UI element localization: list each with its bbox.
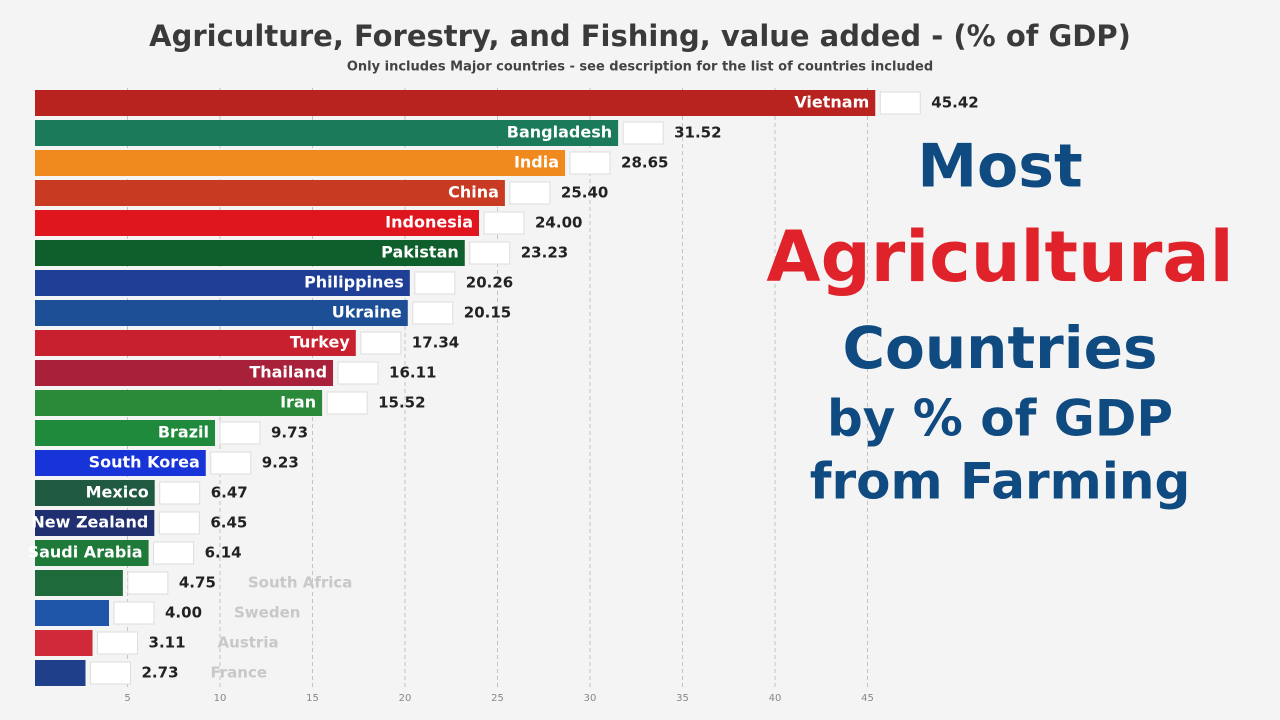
x-tick-label: 40 bbox=[769, 693, 782, 704]
value-label: 24.00 bbox=[535, 214, 582, 232]
chart-title: Agriculture, Forestry, and Fishing, valu… bbox=[149, 19, 1131, 53]
bar-label: France bbox=[211, 664, 268, 682]
flag bbox=[509, 181, 551, 205]
bar bbox=[35, 330, 356, 356]
bar bbox=[35, 270, 410, 296]
value-label: 6.47 bbox=[211, 484, 248, 502]
bar-label: Turkey bbox=[290, 333, 351, 352]
bar bbox=[35, 450, 206, 476]
headline: from Farming bbox=[810, 453, 1191, 511]
flag bbox=[159, 481, 201, 505]
value-label: 20.15 bbox=[464, 304, 511, 322]
value-label: 31.52 bbox=[674, 124, 721, 142]
flag bbox=[360, 331, 402, 355]
flag bbox=[622, 121, 664, 145]
value-label: 17.34 bbox=[412, 334, 459, 352]
x-tick-label: 20 bbox=[399, 693, 412, 704]
bar-label: Sweden bbox=[234, 604, 300, 622]
value-label: 6.45 bbox=[210, 514, 247, 532]
flag bbox=[483, 211, 525, 235]
value-label: 16.11 bbox=[389, 364, 436, 382]
flag bbox=[879, 91, 921, 115]
headline: Countries bbox=[842, 314, 1157, 382]
bar-label: India bbox=[514, 153, 559, 172]
bar-label: Iran bbox=[280, 393, 316, 412]
chart-subtitle: Only includes Major countries - see desc… bbox=[347, 60, 933, 75]
bar bbox=[35, 180, 505, 206]
value-label: 3.11 bbox=[149, 634, 186, 652]
bar bbox=[35, 570, 123, 596]
flag bbox=[113, 601, 155, 625]
bar bbox=[35, 660, 86, 686]
value-label: 23.23 bbox=[521, 244, 568, 262]
value-label: 20.26 bbox=[466, 274, 513, 292]
bar-label: Philippines bbox=[304, 273, 404, 292]
bar-label: Austria bbox=[218, 634, 279, 652]
value-label: 45.42 bbox=[931, 94, 978, 112]
flag bbox=[127, 571, 169, 595]
x-tick-label: 35 bbox=[676, 693, 689, 704]
value-label: 2.73 bbox=[142, 664, 179, 682]
bar-label: South Africa bbox=[248, 574, 353, 592]
flag bbox=[219, 421, 261, 445]
value-label: 9.23 bbox=[262, 454, 299, 472]
bar bbox=[35, 300, 408, 326]
x-tick-label: 25 bbox=[491, 693, 504, 704]
flag bbox=[326, 391, 368, 415]
flag bbox=[469, 241, 511, 265]
bar-label: Indonesia bbox=[385, 213, 473, 232]
bar-label: New Zealand bbox=[31, 513, 148, 532]
bar-label: Brazil bbox=[158, 423, 209, 442]
bar bbox=[35, 540, 149, 566]
flag bbox=[337, 361, 379, 385]
bar-label: Pakistan bbox=[381, 243, 459, 262]
headline: Agricultural bbox=[766, 216, 1233, 298]
bar bbox=[35, 510, 155, 536]
value-label: 4.75 bbox=[179, 574, 216, 592]
flag bbox=[90, 661, 132, 685]
bar-label: Saudi Arabia bbox=[28, 543, 143, 562]
value-label: 25.40 bbox=[561, 184, 608, 202]
flag bbox=[158, 511, 200, 535]
flag bbox=[210, 451, 252, 475]
x-tick-label: 5 bbox=[124, 693, 130, 704]
x-tick-label: 10 bbox=[214, 693, 227, 704]
headline: by % of GDP bbox=[827, 390, 1173, 448]
bar bbox=[35, 150, 566, 176]
bar bbox=[35, 630, 93, 656]
bar bbox=[35, 600, 109, 626]
value-label: 4.00 bbox=[165, 604, 202, 622]
flag bbox=[412, 301, 454, 325]
bar bbox=[35, 210, 479, 236]
bar bbox=[35, 480, 155, 506]
bar-label: Thailand bbox=[249, 363, 327, 382]
bar bbox=[35, 240, 465, 266]
bar bbox=[35, 90, 876, 116]
bar-label: Ukraine bbox=[332, 303, 402, 322]
x-tick-label: 30 bbox=[584, 693, 597, 704]
headline: Most bbox=[917, 132, 1082, 202]
value-label: 28.65 bbox=[621, 154, 668, 172]
bar bbox=[35, 420, 216, 446]
bar bbox=[35, 120, 619, 146]
bar-label: South Korea bbox=[89, 453, 200, 472]
bar bbox=[35, 360, 334, 386]
value-label: 6.14 bbox=[205, 544, 242, 562]
flag bbox=[97, 631, 139, 655]
bar-label: Mexico bbox=[86, 483, 149, 502]
flag bbox=[569, 151, 611, 175]
bar-label: Vietnam bbox=[794, 93, 869, 112]
bar bbox=[35, 390, 323, 416]
bar-label: Bangladesh bbox=[507, 123, 612, 142]
x-tick-label: 45 bbox=[861, 693, 874, 704]
flag bbox=[414, 271, 456, 295]
flag bbox=[153, 541, 195, 565]
bar-label: China bbox=[448, 183, 499, 202]
x-tick-label: 15 bbox=[306, 693, 319, 704]
value-label: 15.52 bbox=[378, 394, 425, 412]
value-label: 9.73 bbox=[271, 424, 308, 442]
